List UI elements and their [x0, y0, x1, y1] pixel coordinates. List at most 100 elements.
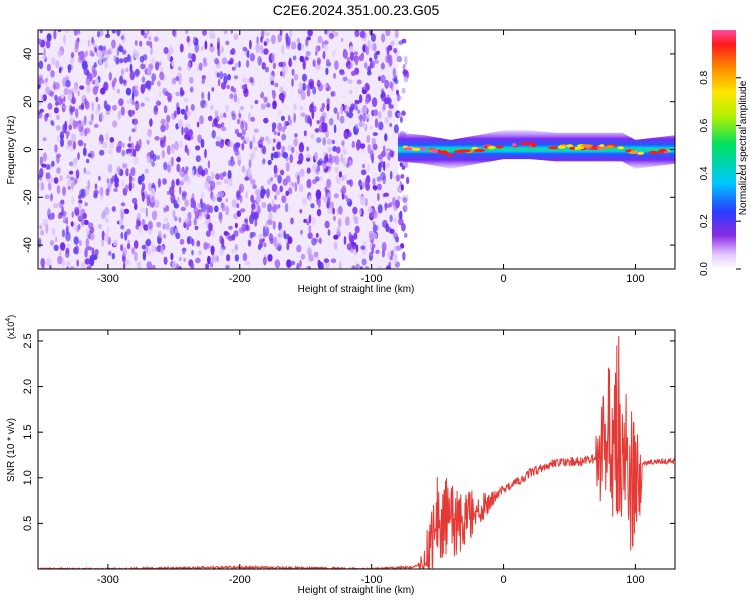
- noise-speckle: [313, 251, 319, 258]
- noise-speckle: [333, 234, 339, 240]
- noise-speckle: [315, 63, 321, 70]
- snr-panel: -300 -200 -100 0 100 0.5 1.0 1.5 2.0 2.5 Height o…: [5, 315, 676, 596]
- noise-speckle: [78, 215, 83, 221]
- noise-speckle: [176, 157, 181, 163]
- noise-speckle: [185, 166, 189, 172]
- noise-speckle: [287, 236, 293, 245]
- noise-speckle: [254, 218, 258, 227]
- noise-speckle: [281, 44, 285, 55]
- noise-speckle: [384, 79, 390, 89]
- noise-speckle: [219, 218, 223, 224]
- noise-speckle: [64, 30, 70, 34]
- noise-speckle: [131, 128, 136, 133]
- noise-speckle: [225, 104, 230, 113]
- noise-speckle: [204, 148, 207, 159]
- noise-speckle: [116, 145, 122, 153]
- noise-speckle: [73, 236, 79, 245]
- noise-speckle: [175, 76, 180, 82]
- noise-speckle: [393, 201, 398, 211]
- noise-speckle: [56, 135, 60, 143]
- noise-speckle: [382, 161, 386, 171]
- noise-speckle: [389, 214, 393, 223]
- noise-speckle: [399, 116, 403, 123]
- noise-speckle: [271, 199, 275, 207]
- noise-speckle: [39, 168, 44, 178]
- noise-speckle: [216, 72, 220, 78]
- noise-speckle: [314, 151, 318, 161]
- noise-speckle: [362, 104, 368, 115]
- noise-speckle: [260, 30, 265, 40]
- noise-speckle: [120, 68, 125, 76]
- noise-speckle: [159, 71, 165, 81]
- noise-speckle: [260, 44, 264, 55]
- noise-speckle: [181, 126, 184, 136]
- noise-speckle: [283, 230, 286, 239]
- noise-speckle: [59, 242, 66, 251]
- noise-speckle: [234, 150, 240, 156]
- noise-speckle: [312, 86, 317, 95]
- noise-speckle: [146, 197, 151, 207]
- noise-speckle: [65, 247, 70, 254]
- noise-speckle: [317, 198, 321, 208]
- noise-speckle: [84, 202, 88, 207]
- noise-speckle: [227, 74, 231, 81]
- noise-speckle: [76, 30, 81, 35]
- noise-speckle: [49, 264, 52, 269]
- noise-speckle: [238, 112, 242, 119]
- noise-speckle: [86, 265, 92, 269]
- noise-speckle: [361, 258, 367, 266]
- noise-speckle: [247, 168, 252, 178]
- noise-speckle: [91, 101, 95, 112]
- noise-speckle: [336, 178, 341, 185]
- noise-speckle: [396, 89, 399, 96]
- noise-speckle: [225, 205, 229, 216]
- spectrogram-x-label: Height of straight line (km): [298, 284, 415, 295]
- noise-speckle: [50, 193, 53, 202]
- noise-speckle: [244, 218, 249, 224]
- noise-speckle: [351, 241, 357, 250]
- noise-speckle: [140, 63, 146, 70]
- noise-speckle: [388, 226, 392, 234]
- noise-speckle: [336, 146, 341, 154]
- noise-speckle: [315, 51, 318, 56]
- signal-hotspot: [419, 147, 427, 151]
- noise-speckle: [169, 47, 174, 54]
- noise-speckle: [401, 165, 406, 170]
- noise-speckle: [170, 147, 176, 154]
- noise-speckle: [323, 155, 329, 164]
- noise-speckle: [180, 140, 183, 149]
- noise-speckle: [219, 247, 224, 257]
- noise-speckle: [156, 155, 160, 160]
- noise-speckle: [253, 146, 259, 151]
- noise-speckle: [312, 216, 316, 225]
- noise-speckle: [367, 39, 371, 49]
- noise-speckle: [255, 43, 261, 53]
- noise-speckle: [44, 81, 48, 86]
- noise-speckle: [210, 245, 215, 256]
- noise-speckle: [193, 217, 197, 226]
- noise-speckle: [403, 232, 408, 238]
- noise-speckle: [231, 160, 236, 166]
- noise-speckle: [334, 60, 339, 70]
- noise-speckle: [252, 211, 257, 220]
- noise-speckle: [183, 97, 189, 103]
- noise-speckle: [73, 221, 78, 231]
- noise-speckle: [145, 194, 151, 200]
- noise-speckle: [158, 61, 162, 66]
- noise-speckle: [323, 40, 329, 45]
- noise-speckle: [327, 208, 333, 215]
- noise-speckle: [296, 37, 300, 44]
- noise-speckle: [314, 128, 320, 133]
- noise-speckle: [263, 48, 269, 55]
- noise-speckle: [141, 182, 146, 191]
- noise-speckle: [270, 34, 276, 45]
- noise-speckle: [179, 238, 185, 245]
- noise-speckle: [280, 169, 285, 176]
- noise-speckle: [322, 50, 326, 60]
- noise-speckle: [108, 251, 112, 256]
- noise-speckle: [126, 99, 132, 105]
- noise-speckle: [364, 266, 370, 269]
- noise-speckle: [82, 212, 87, 220]
- noise-speckle: [173, 110, 177, 118]
